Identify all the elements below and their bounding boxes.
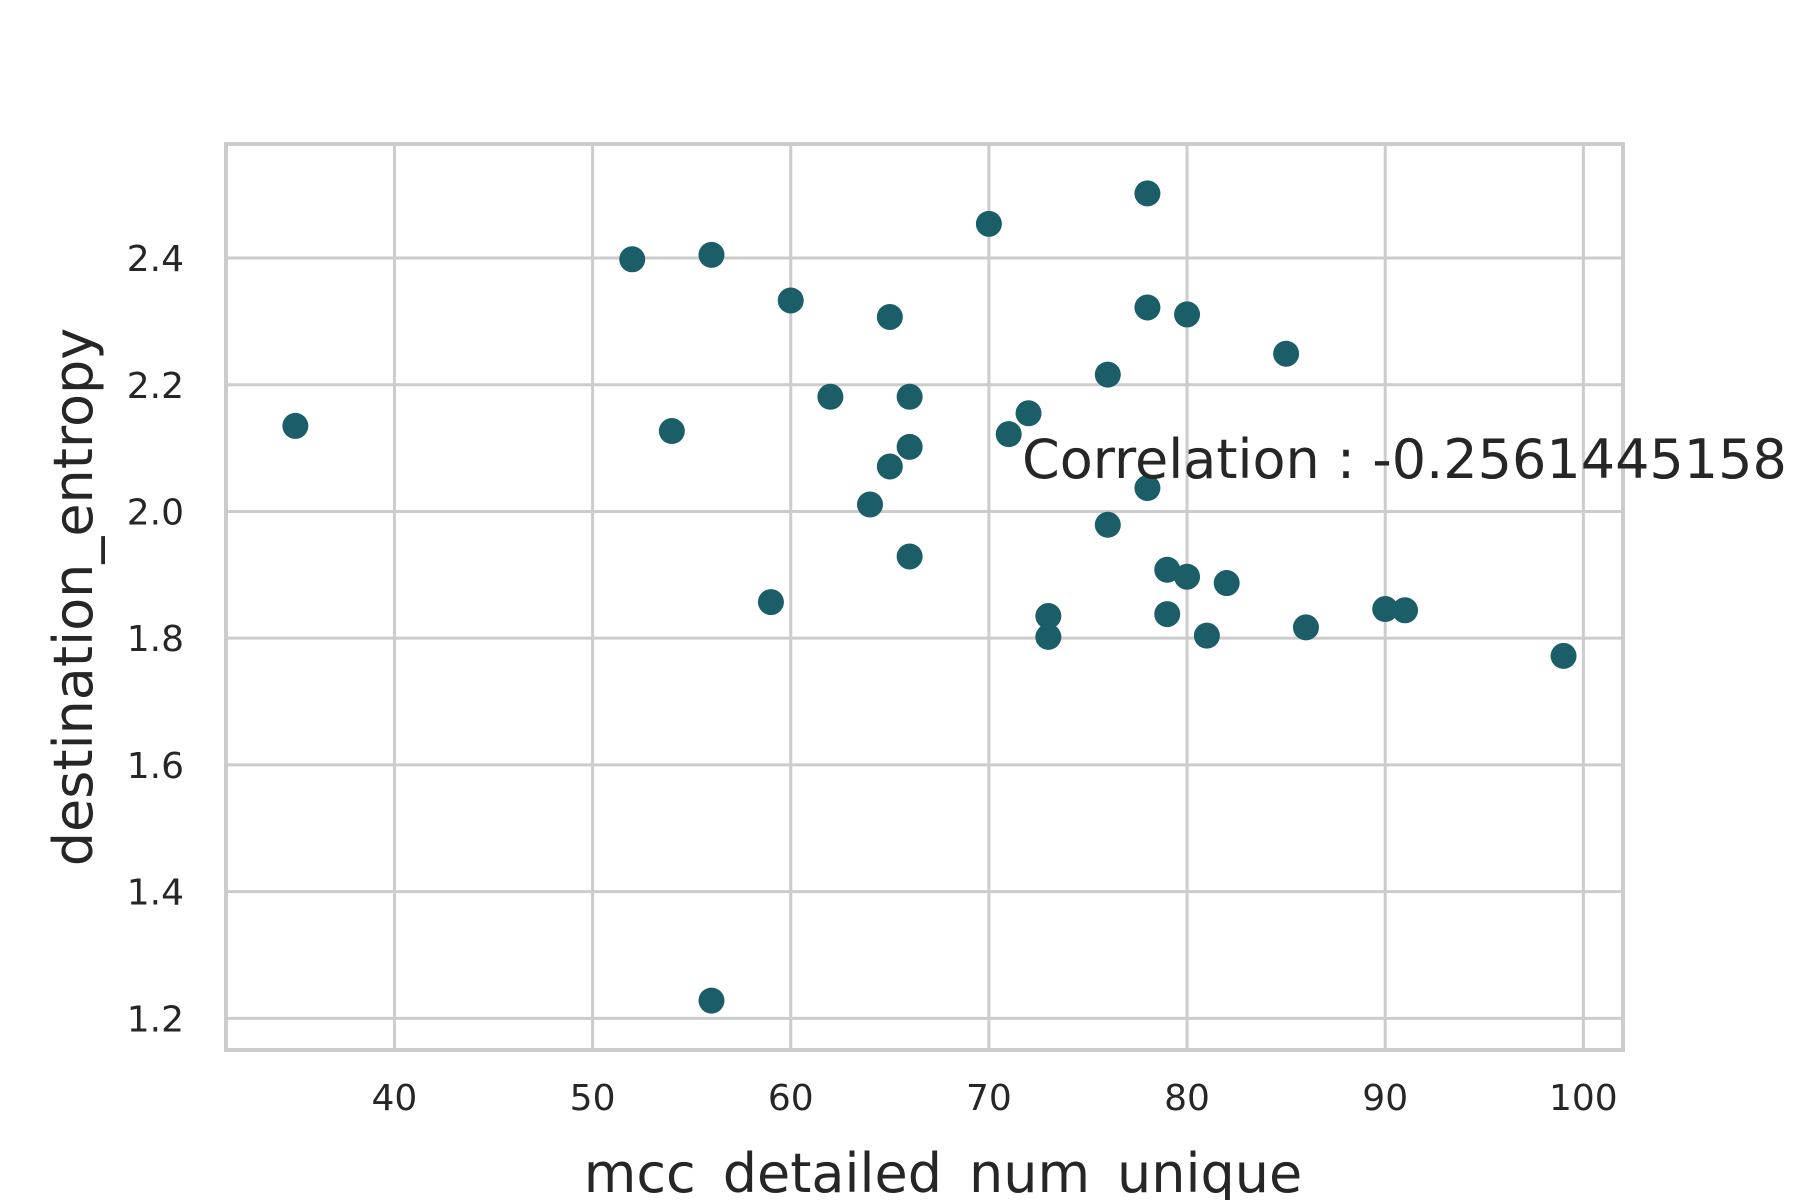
- y-tick-label: 2.0: [127, 492, 184, 533]
- y-tick-label: 1.8: [127, 619, 184, 660]
- x-tick-label: 100: [1549, 1078, 1618, 1119]
- data-point: [698, 987, 725, 1014]
- data-point: [876, 303, 903, 330]
- data-point: [896, 383, 923, 410]
- y-tick-label: 2.4: [127, 239, 184, 280]
- y-tick-label: 1.4: [127, 873, 184, 914]
- x-tick-label: 80: [1164, 1078, 1210, 1119]
- data-point: [1392, 597, 1419, 624]
- data-point: [1094, 511, 1121, 538]
- data-point: [1213, 570, 1240, 597]
- data-point: [777, 287, 804, 314]
- y-tick-label: 1.2: [127, 999, 184, 1040]
- data-point: [1035, 603, 1062, 630]
- data-point: [1154, 556, 1181, 583]
- x-tick-label: 70: [966, 1078, 1012, 1119]
- data-points: [282, 180, 1577, 1014]
- y-tick-labels: 1.2 1.4 1.6 1.8 2.0 2.2 2.4: [127, 239, 184, 1040]
- x-tick-labels: 40 50 60 70 80 90 100: [372, 1078, 1618, 1119]
- x-tick-label: 90: [1362, 1078, 1408, 1119]
- data-point: [857, 491, 884, 518]
- data-point: [1292, 614, 1319, 641]
- data-point: [1154, 601, 1181, 628]
- y-tick-label: 2.2: [127, 366, 184, 407]
- data-point: [1372, 596, 1399, 623]
- data-point: [1134, 180, 1161, 207]
- correlation-annotation: Correlation : -0.2561445158: [1022, 428, 1787, 491]
- data-point: [1193, 622, 1220, 649]
- data-point: [1134, 475, 1161, 502]
- data-point: [975, 210, 1002, 237]
- data-point: [1094, 361, 1121, 388]
- data-point: [658, 418, 685, 445]
- data-point: [619, 246, 646, 273]
- data-point: [995, 421, 1022, 448]
- data-point: [896, 543, 923, 570]
- x-axis-label: mcc_detailed_num_unique: [584, 1142, 1302, 1200]
- grid: [226, 144, 1623, 1050]
- data-point: [1015, 400, 1042, 427]
- data-point: [896, 433, 923, 460]
- x-tick-label: 40: [372, 1078, 418, 1119]
- data-point: [1174, 563, 1201, 590]
- data-point: [1273, 340, 1300, 367]
- data-point: [1134, 294, 1161, 321]
- data-point: [282, 412, 309, 439]
- x-tick-label: 60: [768, 1078, 814, 1119]
- data-point: [1174, 301, 1201, 328]
- data-point: [876, 453, 903, 480]
- data-point: [757, 589, 784, 616]
- data-point: [1550, 642, 1577, 669]
- y-tick-label: 1.6: [127, 746, 184, 787]
- data-point: [817, 383, 844, 410]
- data-point: [698, 241, 725, 268]
- y-axis-label: destination_entropy: [42, 328, 105, 866]
- data-point: [1035, 623, 1062, 650]
- x-tick-label: 50: [570, 1078, 616, 1119]
- plot-frame: [224, 142, 1625, 1052]
